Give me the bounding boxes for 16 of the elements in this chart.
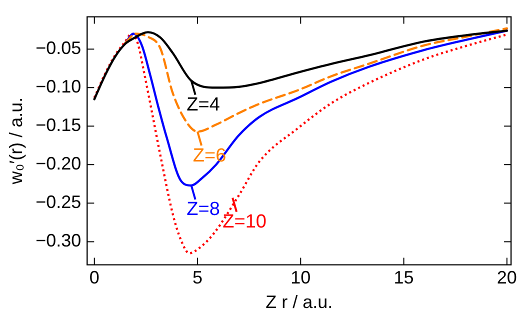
annotation: Z=10 xyxy=(222,212,266,233)
y-tick-label: −0.05 xyxy=(36,38,82,58)
annotation: Z=4 xyxy=(186,94,220,116)
x-tick-label: 15 xyxy=(394,268,414,288)
annotation: Z=8 xyxy=(186,199,220,220)
x-tick-label: 10 xyxy=(290,268,311,288)
y-axis-title: w₀′(r) / a.u. xyxy=(6,97,26,186)
y-tick-label: −0.10 xyxy=(36,76,82,97)
y-tick-label: −0.20 xyxy=(36,154,82,174)
x-tick-label: 0 xyxy=(89,268,100,288)
x-tick-label: 5 xyxy=(192,268,203,288)
y-tick-label: −0.25 xyxy=(36,192,82,212)
y-tick-label: −0.15 xyxy=(36,115,82,136)
x-tick-label: 20 xyxy=(496,268,517,288)
y-tick-label: −0.30 xyxy=(36,230,82,251)
x-axis-title: Z r / a.u. xyxy=(266,292,333,312)
